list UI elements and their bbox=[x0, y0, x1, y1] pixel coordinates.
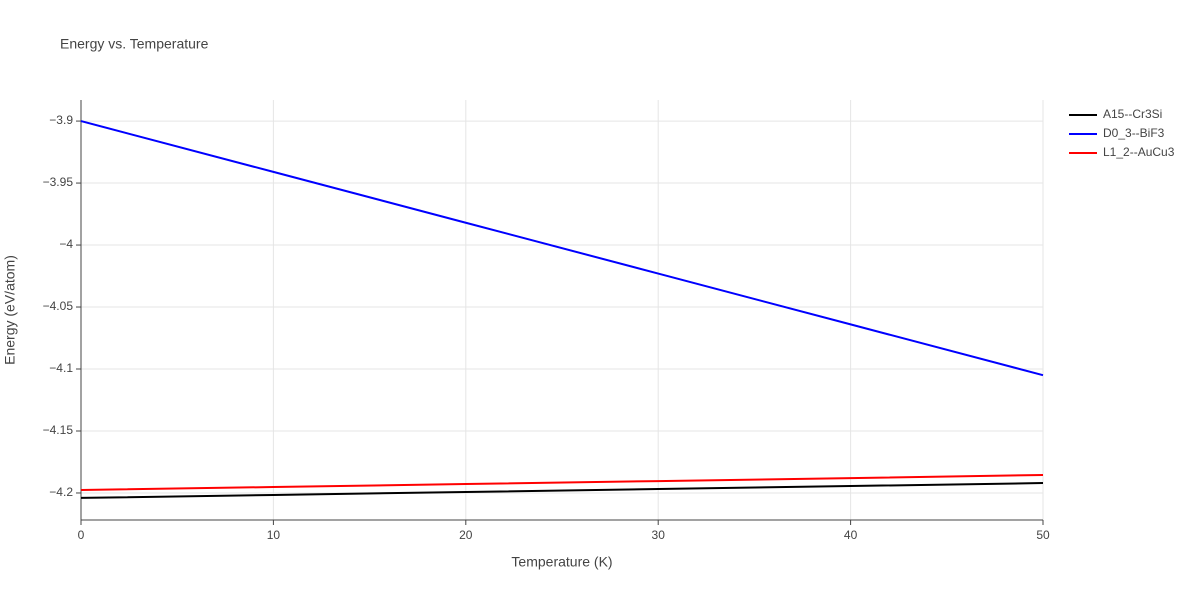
y-tick-label: −4.1 bbox=[49, 361, 73, 375]
legend-label: A15--Cr3Si bbox=[1103, 107, 1162, 121]
y-tick-label: −3.9 bbox=[49, 113, 73, 127]
x-tick-label: 50 bbox=[1036, 528, 1050, 542]
y-tick-label: −4.2 bbox=[49, 485, 73, 499]
x-tick-label: 10 bbox=[267, 528, 281, 542]
y-tick-label: −3.95 bbox=[43, 175, 74, 189]
x-axis-title: Temperature (K) bbox=[511, 554, 612, 570]
x-tick-label: 30 bbox=[652, 528, 666, 542]
x-tick-label: 40 bbox=[844, 528, 858, 542]
x-tick-label: 0 bbox=[78, 528, 85, 542]
y-tick-label: −4.15 bbox=[43, 423, 74, 437]
series-line bbox=[80, 482, 1044, 499]
y-axis-title: Energy (eV/atom) bbox=[2, 255, 18, 365]
chart-title: Energy vs. Temperature bbox=[60, 36, 209, 52]
series-line bbox=[80, 474, 1044, 491]
legend-label: L1_2--AuCu3 bbox=[1103, 145, 1175, 159]
series-line bbox=[80, 120, 1044, 377]
legend-label: D0_3--BiF3 bbox=[1103, 126, 1165, 140]
y-tick-label: −4 bbox=[59, 237, 73, 251]
x-tick-label: 20 bbox=[459, 528, 473, 542]
y-tick-label: −4.05 bbox=[43, 299, 74, 313]
